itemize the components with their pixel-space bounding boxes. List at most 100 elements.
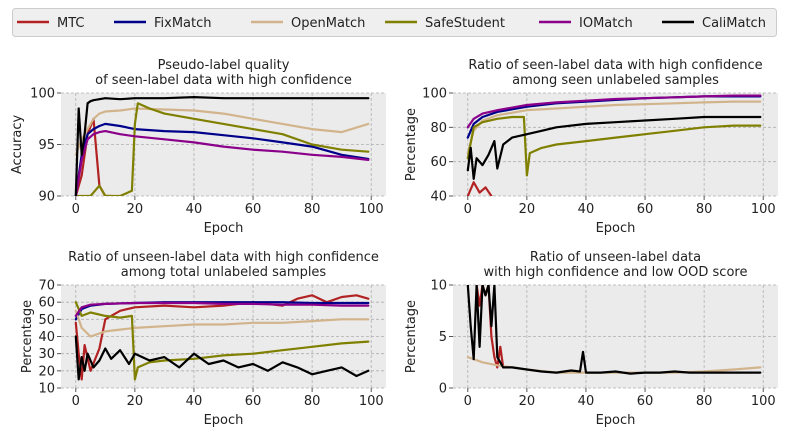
- data-point: [252, 363, 254, 365]
- data-point: [502, 143, 505, 146]
- data-point: [478, 345, 481, 348]
- legend-label: MTC: [57, 16, 84, 31]
- data-point: [644, 119, 646, 122]
- data-point: [496, 114, 499, 117]
- data-point: [89, 195, 92, 196]
- data-point: [311, 128, 314, 130]
- data-point: [131, 315, 133, 317]
- data-point: [77, 378, 80, 381]
- data-point: [367, 369, 370, 372]
- data-point: [502, 366, 505, 369]
- data-point: [466, 136, 469, 139]
- data-point: [222, 302, 225, 305]
- series-line-iomatch: [74, 130, 370, 196]
- data-point: [222, 323, 225, 326]
- data-point: [367, 304, 370, 307]
- x-tick-label: 80: [304, 202, 321, 217]
- data-point: [718, 371, 720, 374]
- data-point: [237, 366, 240, 369]
- data-point: [644, 133, 646, 136]
- chart-title-line: Ratio of unseen-label data with high con…: [68, 250, 379, 265]
- data-point: [80, 315, 83, 317]
- y-axis-label: Percentage: [404, 300, 419, 373]
- data-point: [119, 349, 121, 352]
- data-point: [540, 370, 543, 373]
- data-point: [207, 363, 210, 365]
- data-point: [193, 306, 195, 309]
- data-point: [119, 109, 121, 112]
- x-tick-label: 60: [637, 394, 654, 409]
- data-point: [281, 303, 284, 306]
- data-point: [472, 177, 475, 180]
- legend: MTC FixMatch OpenMatch SafeStudent IOMatch Ca…: [12, 8, 777, 37]
- data-point: [193, 141, 195, 144]
- data-point: [340, 366, 343, 369]
- data-point: [759, 94, 762, 97]
- data-point: [163, 302, 166, 304]
- chart-title-line: Ratio of seen-label data with high confi…: [468, 58, 762, 73]
- data-point: [732, 371, 735, 374]
- data-point: [133, 327, 136, 329]
- data-point: [466, 356, 469, 358]
- data-point: [119, 125, 121, 127]
- data-point: [644, 103, 646, 106]
- y-tick-label: 30: [38, 347, 55, 362]
- data-point: [311, 97, 314, 100]
- y-axis-label: Accuracy: [10, 115, 25, 175]
- data-point: [493, 285, 496, 286]
- x-tick-label: 80: [696, 394, 713, 409]
- y-tick-label: 70: [38, 279, 55, 294]
- series-group: [466, 285, 762, 375]
- data-point: [281, 349, 284, 352]
- data-point: [148, 107, 151, 110]
- x-tick-label: 0: [464, 202, 472, 217]
- data-point: [281, 361, 284, 364]
- legend-item: IOMatch: [539, 16, 633, 31]
- data-point: [193, 96, 195, 99]
- data-point: [86, 128, 89, 130]
- data-point: [83, 133, 86, 136]
- data-point: [193, 117, 195, 120]
- data-point: [759, 116, 762, 118]
- data-point: [86, 352, 89, 355]
- chart-title: Ratio of seen-label data with high confi…: [468, 58, 762, 88]
- legend-label: OpenMatch: [291, 16, 365, 31]
- data-point: [703, 126, 706, 129]
- data-point: [193, 357, 195, 360]
- data-point: [80, 159, 83, 161]
- data-point: [98, 131, 101, 134]
- data-point: [311, 294, 314, 297]
- data-point: [252, 352, 254, 355]
- y-tick-label: 100: [422, 87, 447, 102]
- data-point: [487, 285, 490, 286]
- data-point: [466, 126, 469, 129]
- data-point: [585, 99, 587, 102]
- data-point: [496, 366, 499, 369]
- x-axis-label: Epoch: [596, 221, 636, 236]
- data-point: [281, 301, 284, 304]
- data-point: [555, 371, 558, 374]
- data-point: [481, 119, 484, 122]
- data-point: [732, 94, 735, 97]
- data-point: [222, 112, 225, 115]
- data-point: [472, 126, 475, 129]
- data-point: [525, 174, 528, 177]
- y-tick-label: 90: [38, 190, 55, 205]
- legend-item: OpenMatch: [251, 16, 365, 31]
- data-point: [703, 101, 706, 104]
- data-point: [92, 128, 95, 130]
- data-point: [77, 352, 80, 355]
- data-point: [133, 352, 136, 355]
- data-point: [570, 369, 573, 372]
- data-point: [266, 369, 269, 372]
- data-point: [367, 297, 370, 300]
- x-tick-label: 80: [304, 394, 321, 409]
- x-tick-label: 100: [359, 394, 384, 409]
- data-point: [528, 152, 531, 154]
- data-point: [133, 302, 136, 304]
- data-point: [131, 189, 133, 192]
- data-point: [311, 145, 314, 148]
- series-group: [74, 294, 370, 381]
